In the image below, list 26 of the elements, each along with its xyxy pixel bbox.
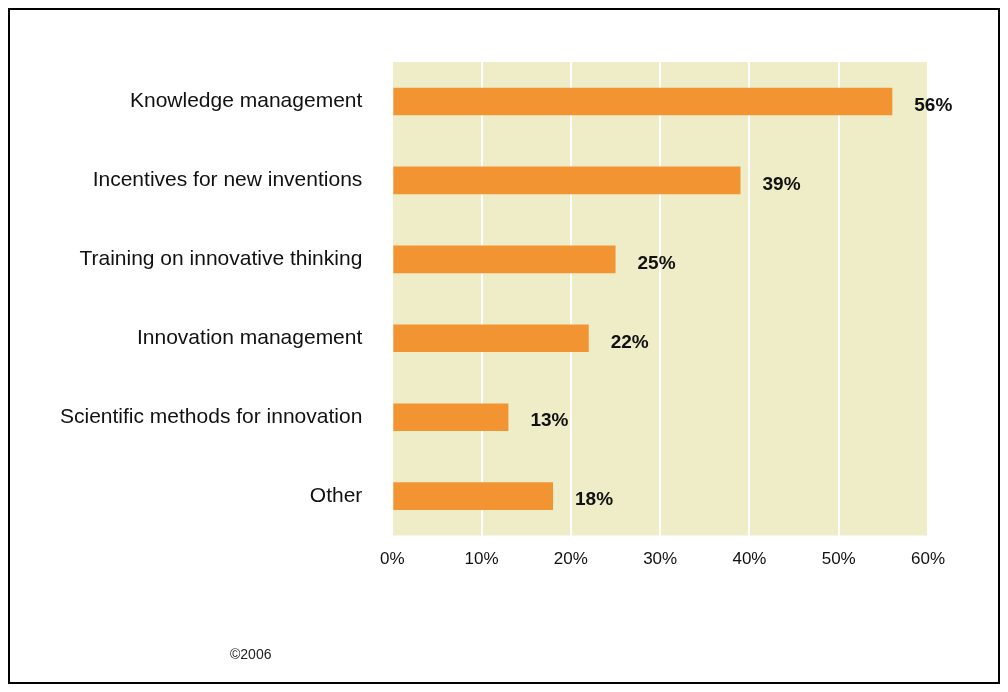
y-tick-label: Other: [309, 482, 363, 506]
data-label: 13%: [530, 409, 569, 431]
x-tick-label: 10%: [464, 549, 499, 569]
x-tick-label: 0%: [380, 549, 405, 569]
bar: [393, 482, 554, 510]
y-tick-label: Innovation management: [137, 325, 363, 349]
y-tick-label: Scientific methods for innovation: [60, 404, 363, 427]
y-tick-label: Knowledge management: [130, 88, 363, 112]
x-tick-label: 40%: [732, 549, 767, 569]
x-tick-label: 30%: [643, 549, 678, 569]
x-tick-label: 50%: [821, 549, 856, 569]
x-tick-label: 60%: [910, 549, 946, 569]
bar: [393, 245, 616, 274]
data-label: 22%: [610, 330, 649, 352]
bar: [393, 403, 509, 432]
bar: [393, 166, 741, 195]
data-label: 39%: [762, 172, 801, 194]
y-tick-label: Training on innovative thinking: [79, 246, 363, 270]
text: ©2006: [230, 646, 272, 662]
data-label: 25%: [637, 251, 676, 273]
bar: [393, 87, 893, 116]
data-label: 56%: [914, 93, 953, 115]
y-tick-label: Incentives for new inventions: [92, 167, 363, 191]
x-tick-label: 20%: [553, 549, 588, 569]
data-label: 18%: [575, 488, 614, 510]
bar: [393, 324, 589, 353]
